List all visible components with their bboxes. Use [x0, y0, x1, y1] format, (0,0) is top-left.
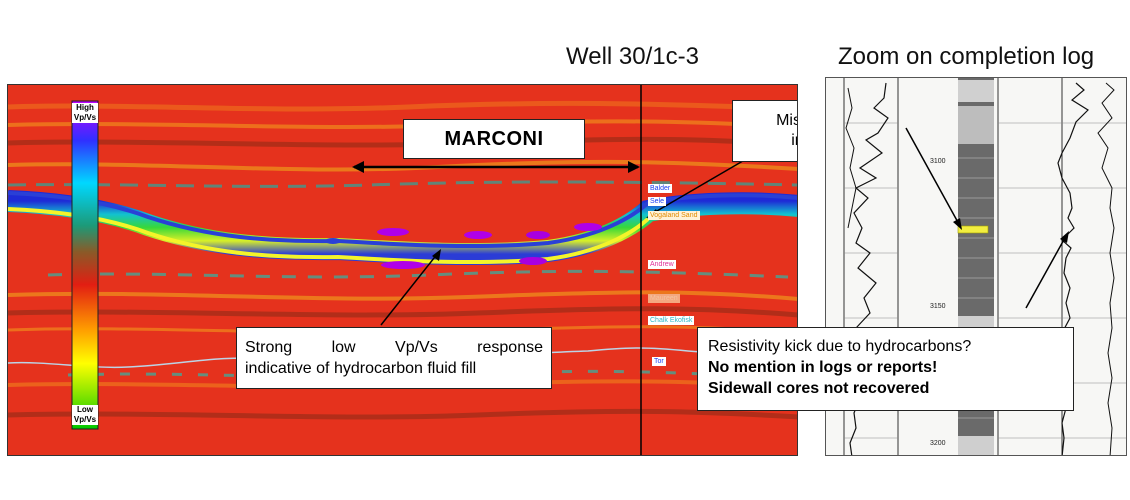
colorbar-low-unit: Vp/Vs — [73, 415, 97, 424]
horizon-andrew: Andrew — [648, 260, 676, 269]
resistivity-callout: Resistivity kick due to hydrocarbons? No… — [697, 327, 1074, 411]
strong-response-line1: Strong low Vp/Vs response — [245, 339, 543, 356]
horizon-maureen: Maureen — [648, 294, 680, 303]
missed-pay-line2: interval — [791, 132, 797, 149]
colorbar-low-text: Low — [77, 405, 93, 414]
depth-label-3100: 3100 — [930, 158, 946, 165]
marconi-label: MARCONI — [403, 119, 585, 159]
horizon-tor: Tor — [652, 357, 666, 366]
horizon-chalk-ekofisk: Chalk Ekofisk — [648, 316, 695, 325]
resistivity-line2: No mention in logs or reports! — [708, 359, 938, 376]
depth-label-3200: 3200 — [930, 440, 946, 447]
resistivity-line1: Resistivity kick due to hydrocarbons? — [708, 338, 972, 355]
strong-response-callout: Strong low Vp/Vs response indicative of … — [236, 327, 552, 389]
horizon-sele: Sele — [648, 197, 667, 206]
missed-pay-line1: Missed-pay — [776, 112, 797, 129]
seismic-section: High Vp/Vs Low Vp/Vs Balder Sele Vogalan… — [7, 84, 798, 456]
horizon-vogaland-sand: Vogaland Sand — [648, 211, 700, 220]
depth-label-3150: 3150 — [930, 303, 946, 310]
horizon-balder: Balder — [648, 184, 673, 193]
colorbar-low-label: Low Vp/Vs — [72, 405, 98, 425]
seismic-image — [8, 85, 797, 455]
well-title: Well 30/1c-3 — [566, 43, 699, 70]
colorbar-high-label: High Vp/Vs — [72, 103, 98, 123]
colorbar-high-text: High — [76, 103, 94, 112]
colorbar-high-unit: Vp/Vs — [73, 113, 97, 122]
zoom-title: Zoom on completion log — [838, 43, 1095, 70]
strong-response-line2: indicative of hydrocarbon fluid fill — [245, 360, 477, 377]
missed-pay-callout: Missed-pay interval — [732, 100, 797, 162]
resistivity-line3: Sidewall cores not recovered — [708, 380, 930, 397]
